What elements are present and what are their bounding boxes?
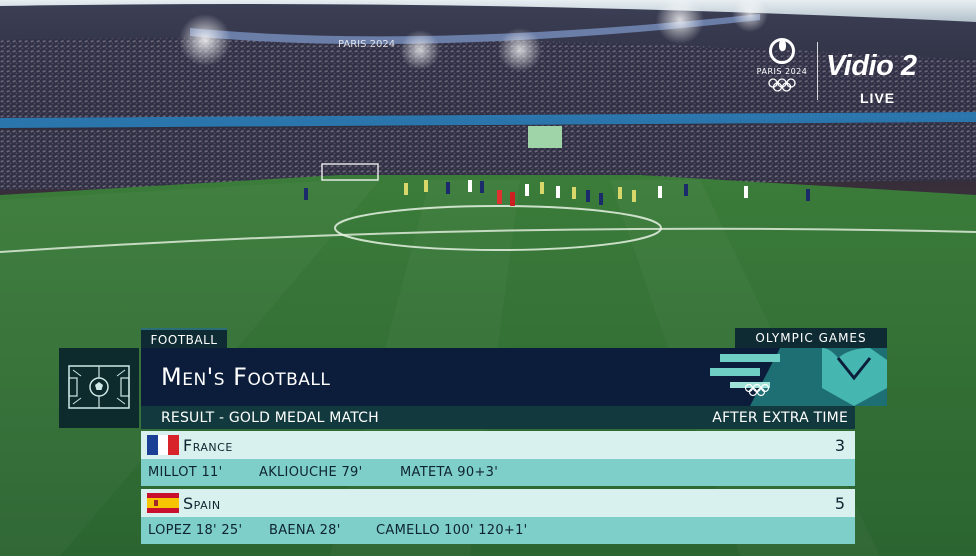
olympic-pattern-icon [710, 348, 887, 406]
team-name: Spain [183, 494, 221, 513]
goal [321, 163, 379, 181]
olympic-rings-icon [768, 78, 796, 92]
scorer-row-spain: LOPEZ 18' 25' BAENA 28' CAMELLO 100' 120… [141, 517, 855, 544]
scorer: LOPEZ 18' 25' [148, 523, 243, 538]
roof-banner-text: PARIS 2024 [338, 39, 395, 50]
team-name: France [183, 436, 233, 455]
olympic-games-art [710, 348, 887, 406]
players [304, 180, 810, 206]
center-circle [334, 205, 662, 251]
olympic-logo: PARIS 2024 [752, 38, 812, 96]
floodlights [179, 0, 768, 72]
result-bar [141, 406, 855, 429]
crowd-lower [0, 122, 976, 190]
team-score: 3 [834, 436, 845, 455]
france-flag-icon [147, 435, 179, 455]
event-title-bar [141, 348, 735, 406]
scorer: MILLOT 11' [148, 465, 223, 480]
logo-divider [817, 42, 818, 100]
live-badge: LIVE [860, 90, 896, 106]
match-status: AFTER EXTRA TIME [712, 410, 848, 426]
result-label: RESULT - GOLD MEDAL MATCH [161, 410, 379, 426]
games-tab: OLYMPIC GAMES [735, 328, 887, 348]
olympic-rings-small-icon [744, 383, 770, 397]
scorer: AKLIOUCHE 79' [259, 465, 363, 480]
scorer-row-france: MILLOT 11' AKLIOUCHE 79' MATETA 90+3' [141, 459, 855, 486]
halfway-line [0, 227, 976, 253]
olympic-logo-text: PARIS 2024 [756, 67, 808, 76]
channel-logo: Vidio 2 [826, 50, 917, 82]
crowd-upper [0, 37, 976, 120]
team-row-france: France 3 [141, 431, 855, 459]
led-ring [0, 112, 976, 128]
team-row-spain: Spain 5 [141, 489, 855, 517]
roof-banner [190, 14, 760, 45]
paris-2024-emblem-icon [769, 38, 795, 64]
big-screen [528, 126, 562, 148]
event-title: Men's Football [161, 363, 331, 391]
sport-tab: FOOTBALL [141, 328, 227, 348]
scorer: MATETA 90+3' [400, 465, 499, 480]
football-pitch-icon [68, 365, 130, 409]
scorer: BAENA 28' [269, 523, 341, 538]
spain-flag-icon [147, 493, 179, 513]
football-pitch-icon-box [59, 348, 139, 428]
team-score: 5 [834, 494, 845, 513]
scorer: CAMELLO 100' 120+1' [376, 523, 528, 538]
